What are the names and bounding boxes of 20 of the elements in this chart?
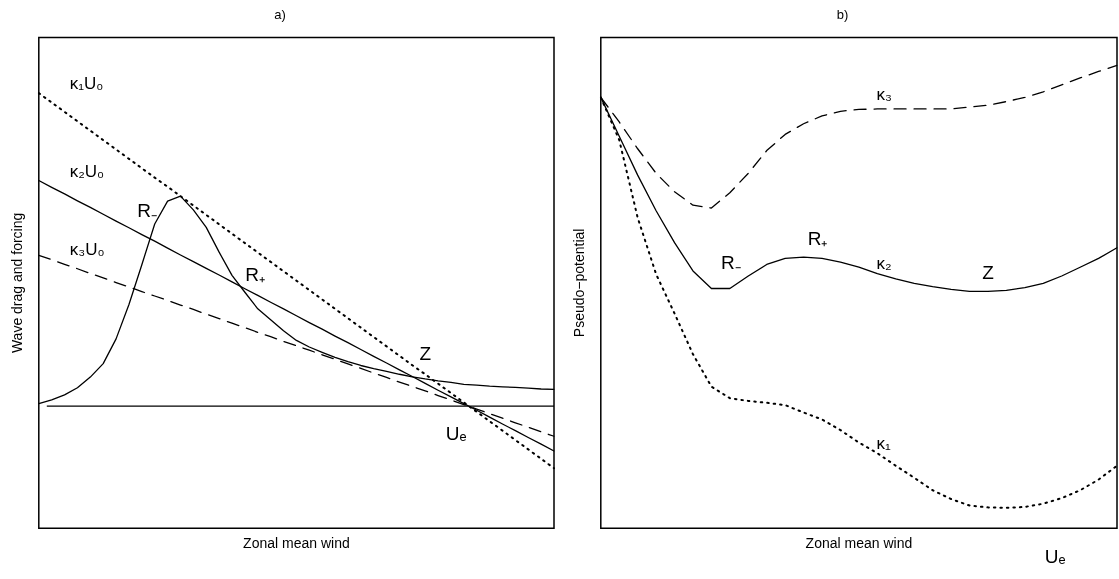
y-axis-title: Wave drag and forcing [9,212,26,354]
series-label: κ₂U₀ [69,162,105,182]
text: Uₑ [1044,545,1066,567]
annotation: R₋ [721,252,741,273]
series-label: κ₂ [876,253,892,273]
annotation: R₊ [245,263,266,285]
annotation: R₊ [807,227,828,249]
annotation: Uₑ [445,423,467,445]
y-axis-title: Pseudo−potential [571,228,588,338]
chart-title: a) [274,7,286,23]
x-axis-title: Zonal mean wind [243,535,350,552]
chart-title: b) [836,7,849,23]
series-label: κ₃U₀ [69,240,105,260]
series-label: κ₃ [876,85,892,105]
annotation: R₋ [137,200,157,221]
x-axis-title: Zonal mean wind [805,535,913,552]
series-label: κ₁U₀ [69,73,104,93]
annotation: Z [419,343,432,365]
annotation: Z [982,262,995,284]
series-label: κ₁ [876,434,891,454]
